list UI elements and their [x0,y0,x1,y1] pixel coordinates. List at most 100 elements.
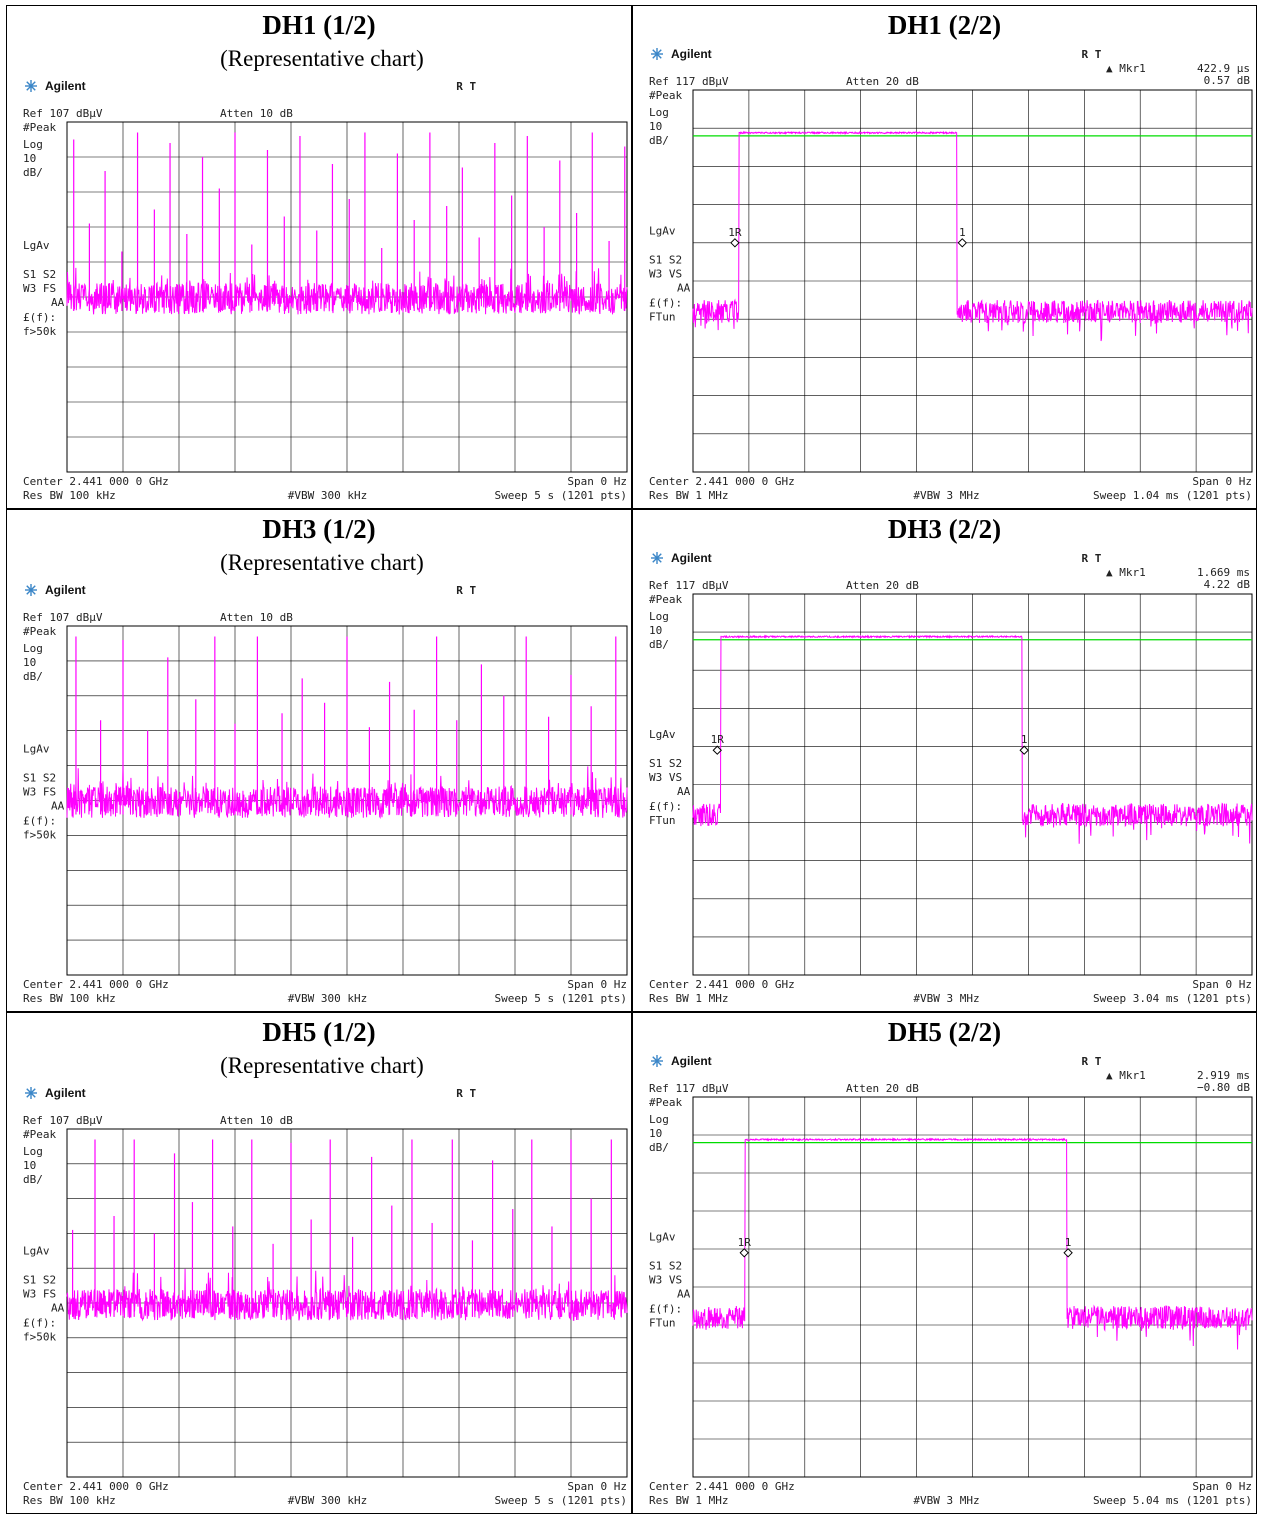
side-label: #Peak [649,593,682,606]
side-label: £(f): [649,800,682,813]
side-label: AA [677,785,691,798]
footer-vbw: #VBW 3 MHz [913,489,979,502]
side-label: S1 S2 [23,268,56,281]
footer-span: Span 0 Hz [1192,978,1252,991]
marker-1r: 1R [738,1236,751,1258]
side-label: dB/ [649,1141,669,1154]
side-label: £(f): [23,311,56,324]
side-label: LgAv [23,1245,50,1258]
side-label: AA [51,799,65,812]
marker-delta: 0.57 dB [1204,74,1251,87]
side-label: Log [649,106,669,119]
analyzer-screenshot: Agilent R T Ref 107 dBµV Atten 10 dB #Peak Lo… [7,76,631,508]
agilent-star-icon [25,584,37,596]
chart-cell-5: DH5 (1/2) (Representative chart) Agilent R … [6,1012,632,1514]
side-label: AA [51,1302,65,1315]
side-label: W3 VS [649,771,682,784]
side-label: Log [23,138,43,151]
burst-trace [692,130,1253,342]
footer-center: Center 2.441 000 0 GHz [649,978,795,991]
footer-res-bw: Res BW 100 kHz [23,992,116,1005]
side-label: S1 S2 [23,1274,56,1287]
marker-delta: −0.80 dB [1197,1081,1250,1094]
chart-cell-4: DH3 (2/2) Agilent R T ▲ Mkr1 1.669 ms 4.22 dB… [632,509,1257,1012]
svg-text:1: 1 [959,226,966,239]
side-label: f>50k [23,325,56,338]
side-label: W3 VS [649,1273,682,1286]
agilent-star-icon [25,80,37,92]
ref-level: Ref 117 dBµV [649,579,729,592]
side-label: Log [23,642,43,655]
marker-label: ▲ Mkr1 [1106,62,1146,75]
side-label: LgAv [23,239,50,252]
side-label: #Peak [649,89,682,102]
side-label: dB/ [649,134,669,147]
footer-span: Span 0 Hz [1192,475,1252,488]
marker-1r: 1R [728,226,742,248]
footer-vbw: #VBW 3 MHz [913,1494,979,1507]
agilent-star-icon [651,1055,663,1067]
chart-subtitle: (Representative chart) [220,550,424,575]
side-label: dB/ [23,670,43,683]
analyzer-screenshot: Agilent R T ▲ Mkr1 2.919 ms−0.80 dB Ref 117 … [633,1051,1256,1513]
side-label: W3 FS [23,1288,56,1301]
chart-title: DH1 (1/2) [262,10,376,40]
side-label: S1 S2 [649,1259,682,1272]
ref-level: Ref 107 dBµV [23,611,103,624]
chart-subtitle: (Representative chart) [220,1053,424,1078]
side-label: W3 FS [23,282,56,295]
ref-level: Ref 107 dBµV [23,107,103,120]
ref-level: Ref 117 dBµV [649,75,729,88]
marker-1: 1 [1019,733,1029,755]
side-label: dB/ [23,1173,43,1186]
mode-indicator: R T [456,1087,476,1100]
side-label: Log [649,610,669,623]
footer-sweep: Sweep 5 s (1201 pts) [495,1494,627,1507]
mode-indicator: R T [1082,48,1102,61]
side-label: 10 [649,624,662,637]
side-label: W3 VS [649,267,682,280]
side-label: £(f): [23,814,56,827]
side-label: £(f): [649,296,682,309]
side-label: 10 [649,1127,662,1140]
svg-text:1R: 1R [728,226,742,239]
burst-trace [692,634,1253,844]
footer-vbw: #VBW 300 kHz [288,1494,367,1507]
chart-title: DH3 (1/2) [262,514,376,544]
footer-res-bw: Res BW 100 kHz [23,1494,116,1507]
footer-res-bw: Res BW 1 MHz [649,489,728,502]
mode-indicator: R T [1082,552,1102,565]
chart-subtitle: (Representative chart) [220,46,424,71]
agilent-logo-text: Agilent [45,583,86,597]
agilent-star-icon [651,48,663,60]
side-label: FTun [649,1316,676,1329]
plot-area [692,593,1253,976]
chart-cell-1: DH1 (1/2) (Representative chart) Agilent R … [6,5,632,509]
marker-delta: 4.22 dB [1204,578,1251,591]
marker-1: 1 [1063,1236,1073,1258]
marker-time: 2.919 ms [1197,1069,1250,1082]
footer-span: Span 0 Hz [567,1480,627,1493]
mode-indicator: R T [456,80,476,93]
chart-cell-3: DH3 (1/2) (Representative chart) Agilent R … [6,509,632,1012]
footer-span: Span 0 Hz [567,475,627,488]
analyzer-screenshot: Agilent R T Ref 107 dBµV Atten 10 dB #Peak Lo… [7,580,631,1011]
agilent-logo-text: Agilent [45,1086,86,1100]
side-label: S1 S2 [649,757,682,770]
footer-center: Center 2.441 000 0 GHz [23,978,169,991]
svg-text:1: 1 [1065,1236,1072,1249]
footer-sweep: Sweep 1.04 ms (1201 pts) [1093,489,1252,502]
mode-indicator: R T [1082,1055,1102,1068]
side-label: f>50k [23,828,56,841]
burst-trace [692,1137,1253,1350]
marker-time: 1.669 ms [1197,566,1250,579]
attenuation: Atten 20 dB [846,75,919,88]
agilent-star-icon [651,552,663,564]
side-label: 10 [23,656,36,669]
side-label: #Peak [23,625,56,638]
side-label: 10 [23,1159,36,1172]
agilent-logo-text: Agilent [671,1054,712,1068]
chart-title: DH5 (2/2) [887,1017,1002,1047]
chart-title: DH3 (2/2) [887,514,1002,544]
side-label: Log [649,1113,669,1126]
